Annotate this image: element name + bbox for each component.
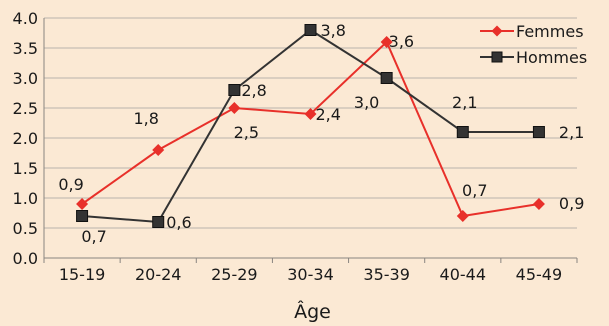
legend-label-hommes: Hommes	[516, 48, 587, 67]
y-tick-label: 0.0	[13, 249, 38, 268]
data-label-hommes: 3,8	[321, 21, 346, 40]
x-axis-label: Âge	[294, 300, 331, 323]
x-tick-label: 35-39	[363, 265, 410, 284]
y-tick-label: 0.5	[13, 219, 38, 238]
y-tick-label: 3.5	[13, 39, 38, 58]
data-label-femmes: 0,7	[462, 181, 487, 200]
data-labels: 0,9 1,8 2,5 2,4 3,6 0,7 0,9 0,7 0,6 2,8 3,8 3,0 2,1 2…	[58, 21, 584, 246]
series-group	[76, 24, 545, 228]
legend-label-femmes: Femmes	[516, 22, 584, 41]
y-tick-labels: 0.0 0.5 1.0 1.5 2.0 2.5 3.0 3.5 4.0	[13, 9, 38, 268]
data-label-femmes: 2,4	[316, 105, 341, 124]
data-point-hommes	[228, 84, 241, 96]
data-label-femmes: 0,9	[58, 175, 83, 194]
data-label-femmes: 0,9	[559, 194, 584, 213]
data-label-hommes: 0,6	[166, 213, 191, 232]
y-tick-label: 1.5	[13, 159, 38, 178]
legend: Femmes Hommes	[480, 22, 587, 67]
data-label-hommes: 2,1	[559, 123, 584, 142]
data-label-femmes: 1,8	[133, 109, 158, 128]
data-label-hommes: 2,1	[452, 93, 477, 112]
axes	[43, 18, 578, 263]
data-point-hommes	[532, 126, 545, 138]
data-label-hommes: 3,0	[354, 93, 379, 112]
data-point-femmes	[152, 144, 165, 156]
y-tick-label: 3.0	[13, 69, 38, 88]
data-point-femmes	[76, 198, 89, 210]
data-label-femmes: 3,6	[389, 32, 414, 51]
legend-marker-hommes	[491, 51, 503, 63]
data-label-hommes: 2,8	[241, 81, 266, 100]
data-point-hommes	[456, 126, 469, 138]
data-label-femmes: 2,5	[234, 123, 259, 142]
data-point-hommes	[76, 210, 89, 222]
data-point-hommes	[152, 216, 165, 228]
data-label-hommes: 0,7	[81, 227, 106, 246]
gridlines	[44, 17, 577, 229]
data-point-femmes	[380, 36, 393, 48]
data-point-femmes	[304, 108, 317, 120]
y-tick-label: 2.0	[13, 129, 38, 148]
x-tick-label: 20-24	[135, 265, 182, 284]
x-tick-label: 45-49	[516, 265, 563, 284]
x-tick-label: 30-34	[287, 265, 334, 284]
data-point-femmes	[228, 102, 241, 114]
legend-marker-femmes	[491, 25, 503, 37]
data-point-hommes	[380, 72, 393, 84]
y-tick-label: 2.5	[13, 99, 38, 118]
x-tick-label: 15-19	[59, 265, 106, 284]
data-point-hommes	[304, 24, 317, 36]
data-point-femmes	[456, 210, 469, 222]
data-point-femmes	[532, 198, 545, 210]
x-tick-label: 25-29	[211, 265, 258, 284]
x-tick-labels: 15-19 20-24 25-29 30-34 35-39 40-44 45-49	[59, 265, 562, 284]
y-tick-label: 4.0	[13, 9, 38, 28]
x-tick-label: 40-44	[440, 265, 487, 284]
y-tick-label: 1.0	[13, 189, 38, 208]
